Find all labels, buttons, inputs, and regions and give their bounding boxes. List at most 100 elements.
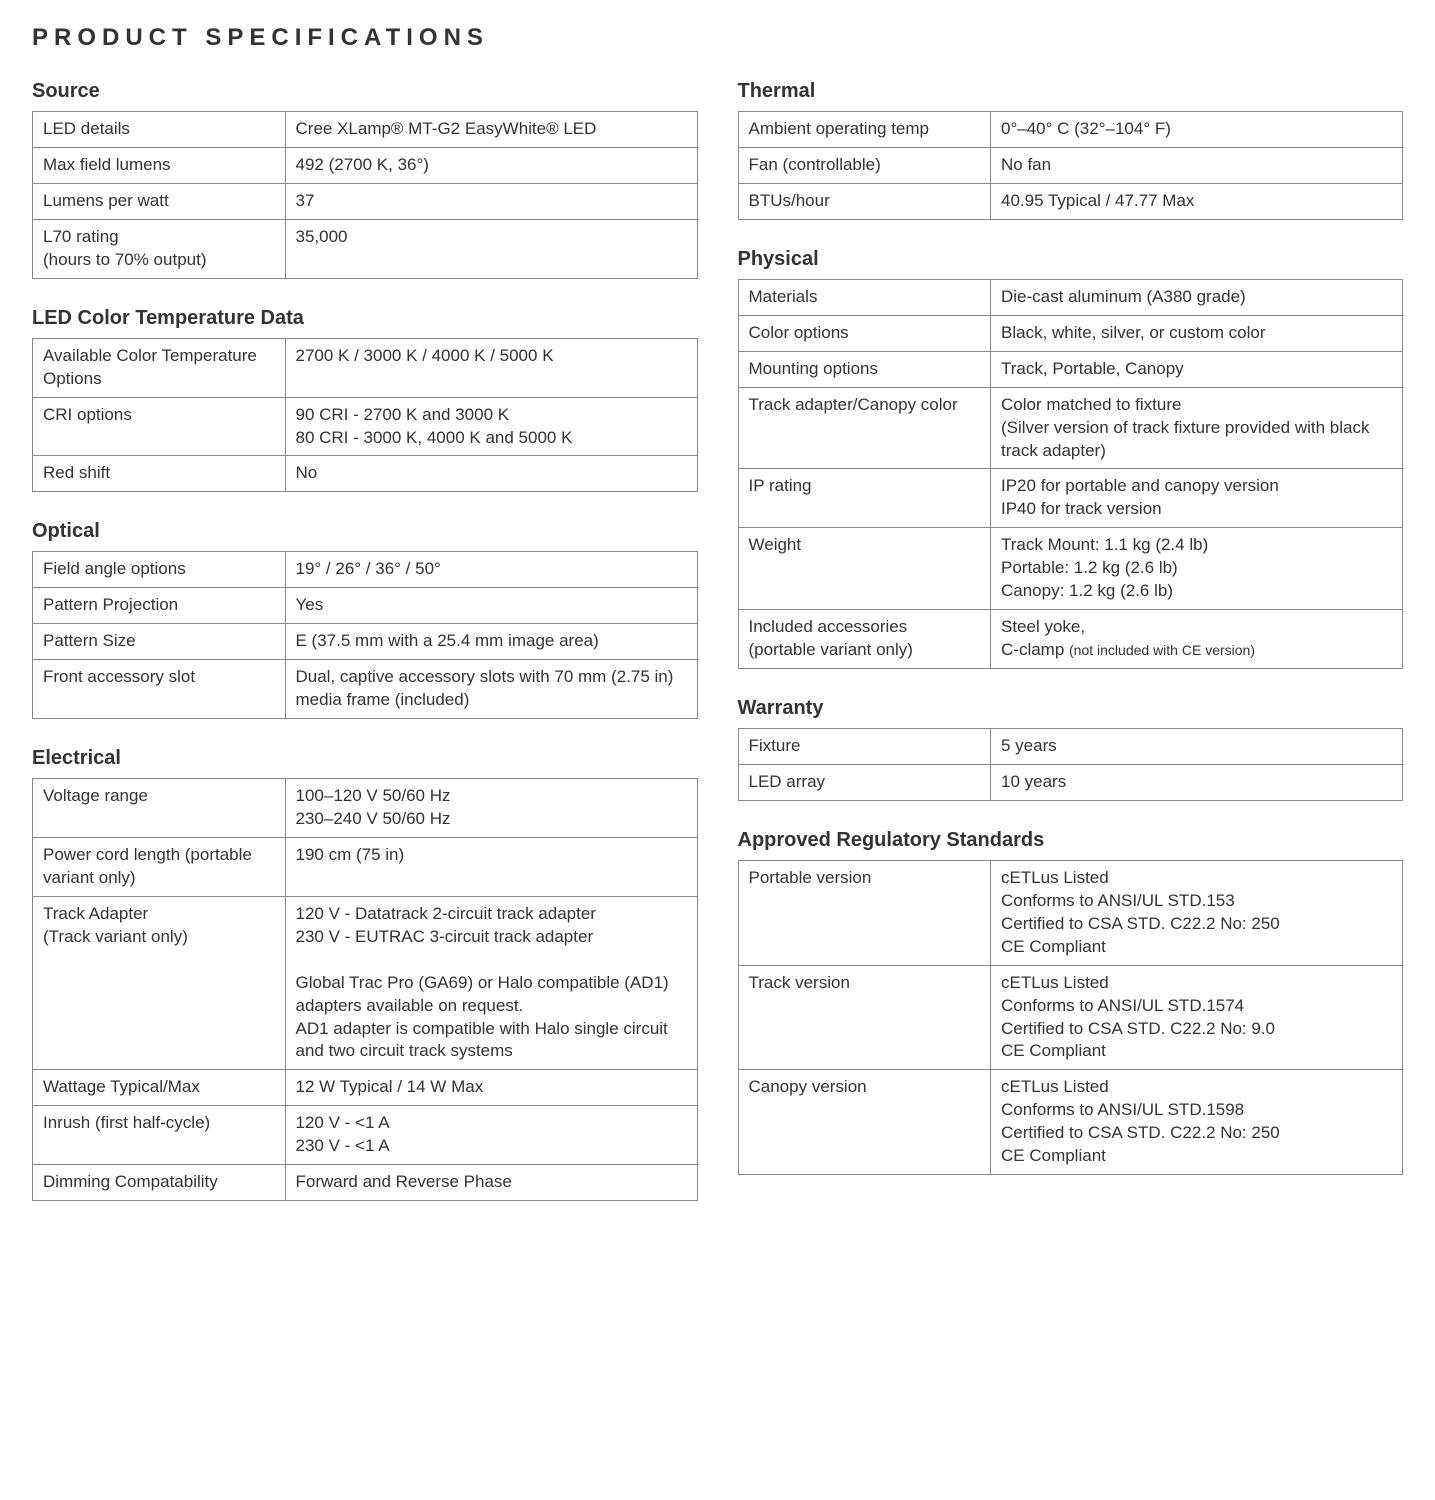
section-physical: Physical MaterialsDie-cast aluminum (A380… (738, 248, 1404, 669)
section-title: Thermal (738, 80, 1404, 103)
spec-label: Pattern Size (33, 624, 286, 660)
spec-table: Available Color Temperature Options2700 … (32, 338, 698, 493)
table-row: Voltage range100–120 V 50/60 Hz 230–240 … (33, 779, 698, 838)
spec-value: E (37.5 mm with a 25.4 mm image area) (285, 624, 697, 660)
spec-value: cETLus Listed Conforms to ANSI/UL STD.15… (991, 965, 1403, 1070)
table-row: Pattern SizeE (37.5 mm with a 25.4 mm im… (33, 624, 698, 660)
spec-label: Fixture (738, 729, 991, 765)
spec-label: Portable version (738, 860, 991, 965)
spec-value: 10 years (991, 764, 1403, 800)
spec-label: Voltage range (33, 779, 286, 838)
right-column: Thermal Ambient operating temp0°–40° C (3… (738, 80, 1404, 1201)
spec-label: Field angle options (33, 552, 286, 588)
page-title: PRODUCT SPECIFICATIONS (32, 24, 1403, 52)
spec-label: Pattern Projection (33, 588, 286, 624)
spec-label: Wattage Typical/Max (33, 1070, 286, 1106)
section-electrical: Electrical Voltage range100–120 V 50/60 H… (32, 747, 698, 1201)
spec-label: L70 rating (hours to 70% output) (33, 219, 286, 278)
spec-value: 37 (285, 183, 697, 219)
spec-value: Forward and Reverse Phase (285, 1165, 697, 1201)
spec-label: Max field lumens (33, 147, 286, 183)
spec-value: 0°–40° C (32°–104° F) (991, 112, 1403, 148)
spec-value: 120 V - Datatrack 2-circuit track adapte… (285, 896, 697, 1070)
spec-label: Canopy version (738, 1070, 991, 1175)
spec-value: No (285, 456, 697, 492)
table-row: Mounting optionsTrack, Portable, Canopy (738, 351, 1403, 387)
table-row: L70 rating (hours to 70% output)35,000 (33, 219, 698, 278)
table-row: Ambient operating temp0°–40° C (32°–104°… (738, 112, 1403, 148)
section-title: LED Color Temperature Data (32, 307, 698, 330)
spec-value: Color matched to fixture (Silver version… (991, 387, 1403, 469)
table-row: MaterialsDie-cast aluminum (A380 grade) (738, 279, 1403, 315)
spec-value: Die-cast aluminum (A380 grade) (991, 279, 1403, 315)
spec-label: Power cord length (portable variant only… (33, 837, 286, 896)
spec-table: Portable versioncETLus Listed Conforms t… (738, 860, 1404, 1175)
table-row: Front accessory slotDual, captive access… (33, 660, 698, 719)
spec-table: Ambient operating temp0°–40° C (32°–104°… (738, 111, 1404, 220)
spec-value: 19° / 26° / 36° / 50° (285, 552, 697, 588)
spec-label: CRI options (33, 397, 286, 456)
spec-value: 90 CRI - 2700 K and 3000 K 80 CRI - 3000… (285, 397, 697, 456)
table-row: IP ratingIP20 for portable and canopy ve… (738, 469, 1403, 528)
spec-value: Black, white, silver, or custom color (991, 315, 1403, 351)
columns-container: SourceLED detailsCree XLamp® MT-G2 EasyW… (32, 80, 1403, 1201)
spec-value: Track, Portable, Canopy (991, 351, 1403, 387)
spec-label: IP rating (738, 469, 991, 528)
table-row: BTUs/hour40.95 Typical / 47.77 Max (738, 183, 1403, 219)
spec-label: Dimming Compatability (33, 1165, 286, 1201)
spec-label: LED details (33, 112, 286, 148)
table-row: Lumens per watt37 (33, 183, 698, 219)
section-title: Warranty (738, 697, 1404, 720)
spec-label: Ambient operating temp (738, 112, 991, 148)
spec-table: Fixture5 yearsLED array10 years (738, 728, 1404, 801)
table-row: Available Color Temperature Options2700 … (33, 338, 698, 397)
spec-label: Fan (controllable) (738, 147, 991, 183)
left-column: SourceLED detailsCree XLamp® MT-G2 EasyW… (32, 80, 698, 1201)
table-row: Red shiftNo (33, 456, 698, 492)
section-source: SourceLED detailsCree XLamp® MT-G2 EasyW… (32, 80, 698, 279)
table-row: CRI options90 CRI - 2700 K and 3000 K 80… (33, 397, 698, 456)
spec-value: Track Mount: 1.1 kg (2.4 lb) Portable: 1… (991, 528, 1403, 610)
spec-label: LED array (738, 764, 991, 800)
section-warranty: Warranty Fixture5 yearsLED array10 years (738, 697, 1404, 801)
spec-value: Steel yoke,C-clamp (not included with CE… (991, 610, 1403, 669)
spec-value: 12 W Typical / 14 W Max (285, 1070, 697, 1106)
table-row: Inrush (first half-cycle)120 V - <1 A 23… (33, 1106, 698, 1165)
spec-value: Yes (285, 588, 697, 624)
table-row: LED array10 years (738, 764, 1403, 800)
spec-label: Front accessory slot (33, 660, 286, 719)
spec-label: Materials (738, 279, 991, 315)
spec-label: Mounting options (738, 351, 991, 387)
table-row: Portable versioncETLus Listed Conforms t… (738, 860, 1403, 965)
table-row: Max field lumens492 (2700 K, 36°) (33, 147, 698, 183)
table-row: Wattage Typical/Max12 W Typical / 14 W M… (33, 1070, 698, 1106)
table-row: Canopy versioncETLus Listed Conforms to … (738, 1070, 1403, 1175)
spec-value: 120 V - <1 A 230 V - <1 A (285, 1106, 697, 1165)
section-optical: Optical Field angle options19° / 26° / 36… (32, 520, 698, 719)
spec-label: Track adapter/Canopy color (738, 387, 991, 469)
spec-label: Color options (738, 315, 991, 351)
section-title: Optical (32, 520, 698, 543)
table-row: Dimming CompatabilityForward and Reverse… (33, 1165, 698, 1201)
section-title: Electrical (32, 747, 698, 770)
spec-value: cETLus Listed Conforms to ANSI/UL STD.15… (991, 1070, 1403, 1175)
table-row: Fixture5 years (738, 729, 1403, 765)
table-row: Pattern ProjectionYes (33, 588, 698, 624)
spec-label: Inrush (first half-cycle) (33, 1106, 286, 1165)
section-led-color-temperature-data: LED Color Temperature Data Available Colo… (32, 307, 698, 493)
spec-value: Dual, captive accessory slots with 70 mm… (285, 660, 697, 719)
spec-label: BTUs/hour (738, 183, 991, 219)
spec-table: LED detailsCree XLamp® MT-G2 EasyWhite® … (32, 111, 698, 279)
spec-value: IP20 for portable and canopy version IP4… (991, 469, 1403, 528)
section-thermal: Thermal Ambient operating temp0°–40° C (3… (738, 80, 1404, 220)
section-approved-regulatory-standards: Approved Regulatory Standards Portable ve… (738, 829, 1404, 1175)
spec-value: No fan (991, 147, 1403, 183)
table-row: Color optionsBlack, white, silver, or cu… (738, 315, 1403, 351)
table-row: Track Adapter (Track variant only)120 V … (33, 896, 698, 1070)
spec-value: 492 (2700 K, 36°) (285, 147, 697, 183)
section-title: Physical (738, 248, 1404, 271)
spec-label: Lumens per watt (33, 183, 286, 219)
spec-table: Voltage range100–120 V 50/60 Hz 230–240 … (32, 778, 698, 1201)
section-title: Approved Regulatory Standards (738, 829, 1404, 852)
spec-value: 40.95 Typical / 47.77 Max (991, 183, 1403, 219)
